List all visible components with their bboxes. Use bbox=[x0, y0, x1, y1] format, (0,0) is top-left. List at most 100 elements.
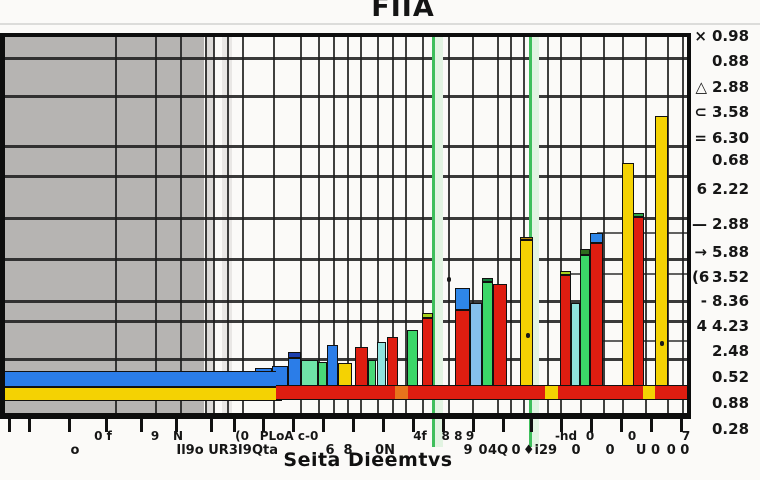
grid-vline bbox=[318, 36, 320, 414]
right-entry-marker: 4 bbox=[696, 317, 707, 335]
x-tick-label: 0 bbox=[585, 429, 595, 443]
x-tick-label: 9 bbox=[463, 443, 473, 458]
grid-vline bbox=[205, 36, 207, 414]
bar-cap bbox=[560, 271, 571, 275]
grid-vline bbox=[405, 36, 407, 414]
x-tick-label: 7 bbox=[681, 429, 691, 443]
right-entry-marker: (6 bbox=[692, 268, 710, 286]
bar bbox=[560, 275, 571, 400]
grid-hline bbox=[4, 358, 687, 361]
yellow-band-segment bbox=[545, 385, 558, 400]
grid-hline bbox=[4, 320, 687, 323]
red-band bbox=[276, 385, 688, 400]
right-entry-value: 2.88 bbox=[712, 215, 750, 233]
grid-vline bbox=[273, 36, 275, 414]
right-entry-value: 3.52 bbox=[712, 268, 750, 286]
bar bbox=[493, 284, 507, 400]
right-axis-entry: 0.88 bbox=[692, 394, 760, 412]
bar-cap bbox=[590, 233, 603, 243]
grid-vline bbox=[227, 36, 229, 414]
x-tick-label: o bbox=[70, 443, 80, 458]
x-tick-mark bbox=[620, 419, 623, 432]
bar bbox=[590, 243, 603, 400]
x-tick-label: U 0 bbox=[635, 443, 661, 458]
grid-hline bbox=[4, 145, 687, 148]
grid-vline bbox=[360, 36, 362, 414]
right-entry-value: 2.48 bbox=[712, 342, 750, 360]
mark-dot bbox=[526, 333, 530, 338]
grid-hline bbox=[4, 95, 687, 98]
grid-vline bbox=[422, 36, 424, 414]
top-rule bbox=[0, 23, 760, 25]
right-entry-marker: — bbox=[692, 215, 707, 233]
plot-border-right bbox=[687, 33, 691, 419]
grid-vline bbox=[242, 36, 244, 414]
grid-hline bbox=[4, 175, 687, 178]
right-axis-entry: -8.36 bbox=[692, 292, 760, 310]
bar bbox=[482, 282, 493, 400]
right-entry-marker: × bbox=[694, 27, 707, 45]
x-tick-label: UR3I9 bbox=[208, 443, 252, 458]
grid-vline bbox=[347, 36, 349, 414]
right-entry-value: 4.23 bbox=[712, 317, 750, 335]
x-tick-label: PLoA c-0 bbox=[259, 429, 319, 443]
bar-cap bbox=[633, 213, 644, 217]
right-axis-entry: 0.88 bbox=[692, 52, 760, 70]
mark-dot bbox=[660, 341, 664, 346]
grid-vline bbox=[560, 36, 562, 414]
x-tick-label: Qta bbox=[251, 443, 279, 458]
blue-band bbox=[4, 371, 276, 387]
grid-hline bbox=[4, 300, 687, 303]
right-entry-marker bbox=[692, 420, 707, 438]
x-tick-label: N bbox=[172, 429, 184, 443]
x-tick-mark bbox=[412, 419, 415, 432]
x-tick-mark bbox=[680, 419, 683, 432]
grid-vline bbox=[547, 36, 549, 414]
x-tick-label: 4Q bbox=[487, 443, 509, 458]
right-entry-value: 0.98 bbox=[712, 27, 750, 45]
x-tick-label: 0 0 bbox=[666, 443, 690, 458]
yellow-band-segment bbox=[643, 385, 655, 400]
x-tick-mark bbox=[140, 419, 143, 432]
right-entry-marker bbox=[692, 394, 707, 412]
x-tick-mark bbox=[502, 419, 505, 432]
x-tick-label: 0 bbox=[571, 443, 581, 458]
right-entry-value: 0.88 bbox=[712, 52, 750, 70]
x-axis-label: Seita Dieemtvs bbox=[283, 449, 453, 471]
right-axis-entry: = 6.30 bbox=[692, 129, 760, 147]
gray-region bbox=[4, 36, 204, 414]
right-entry-marker: ⊂ bbox=[694, 103, 707, 121]
grid-vline bbox=[497, 36, 499, 414]
right-entry-value: 0.28 bbox=[712, 420, 750, 438]
grid-vline bbox=[180, 36, 182, 414]
x-tick-mark bbox=[442, 419, 445, 432]
right-entry-value: 0.88 bbox=[712, 394, 750, 412]
grid-vline bbox=[213, 36, 215, 414]
bar bbox=[633, 217, 644, 400]
right-axis-entry: (6 3.52 bbox=[692, 268, 760, 286]
x-tick-mark bbox=[382, 419, 385, 432]
right-entry-marker bbox=[692, 52, 707, 70]
x-tick-mark bbox=[210, 419, 213, 432]
right-entry-value: 6.30 bbox=[712, 129, 750, 147]
chart-title: FIIA bbox=[371, 0, 435, 23]
right-axis-entry: → 5.88 bbox=[692, 243, 760, 261]
grid-vline bbox=[115, 36, 117, 414]
plot-border-top bbox=[0, 33, 691, 37]
right-axis-entry: 6 2.22 bbox=[692, 180, 760, 198]
bar bbox=[655, 116, 668, 400]
grid-vline bbox=[523, 36, 525, 414]
bar-cap bbox=[288, 352, 301, 358]
grid-vline bbox=[682, 36, 684, 414]
x-tick-label: 4f bbox=[413, 429, 427, 443]
grid-vline bbox=[580, 36, 582, 414]
x-tick-label: -hd bbox=[554, 429, 578, 443]
bar-cap bbox=[580, 249, 590, 255]
grid-vline bbox=[472, 36, 474, 414]
orange-band-segment bbox=[395, 385, 408, 400]
x-tick-label: 9 bbox=[150, 429, 160, 443]
x-tick-label: ♦i29 bbox=[522, 443, 558, 458]
bar bbox=[520, 240, 533, 400]
x-tick-mark bbox=[68, 419, 71, 432]
